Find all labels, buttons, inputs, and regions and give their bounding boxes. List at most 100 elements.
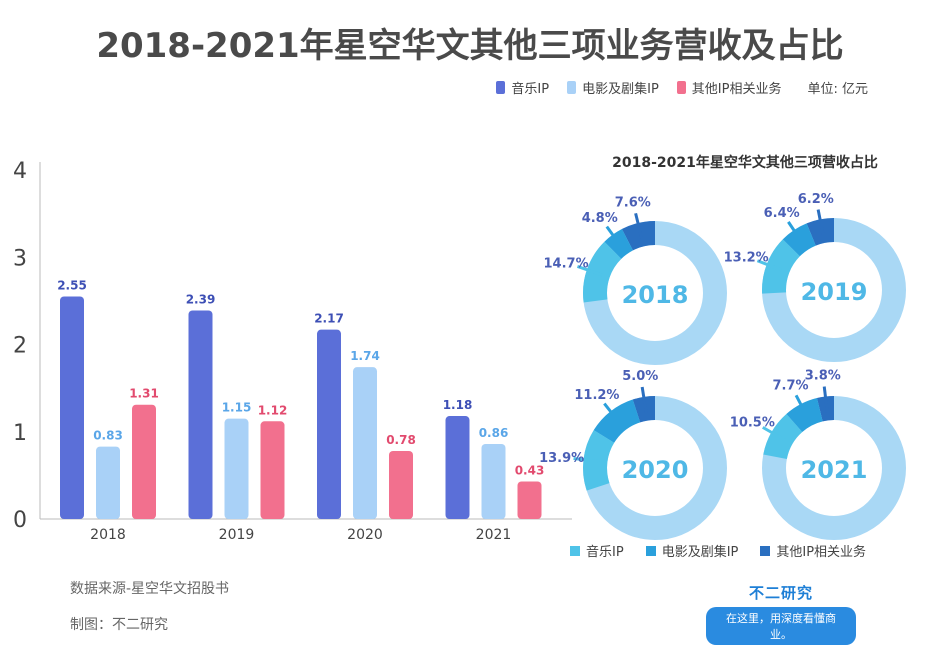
bar-2018-0 — [60, 296, 84, 519]
donut-segment-other — [806, 218, 835, 246]
bar-value-label: 1.18 — [443, 398, 473, 412]
legend-label-music: 音乐IP — [511, 82, 550, 97]
bar-2020-0 — [317, 329, 341, 519]
bar-2021-0 — [445, 416, 470, 519]
donut-segment-music — [763, 413, 803, 460]
donut-segment-music — [762, 239, 801, 294]
donut-remainder-ring — [762, 396, 906, 540]
donut-segment-film — [782, 223, 817, 257]
leader-line-other — [816, 209, 825, 236]
donut-pct-label-music: 10.5% — [730, 415, 775, 430]
donut-legend-item-music: 音乐IP — [570, 541, 624, 560]
legend-item-music: 音乐IP — [496, 78, 549, 97]
donut-legend-swatch-other — [760, 545, 771, 556]
bar-value-label: 2.55 — [57, 279, 87, 293]
leader-line-other — [634, 212, 644, 239]
donut-pct-label-other: 6.2% — [798, 192, 834, 207]
chart-title: 2018-2021年星空华文其他三项业务营收及占比 — [96, 26, 844, 66]
bar-legend: 音乐IP 电影及剧集IP 其他IP相关业务 单位: 亿元 — [496, 78, 868, 97]
bar-value-label: 1.31 — [129, 387, 159, 401]
legend-item-other: 其他IP相关业务 — [676, 78, 782, 97]
bar-value-label: 0.86 — [479, 426, 509, 440]
bar-2018-1 — [96, 446, 120, 519]
donut-legend-swatch-music — [570, 545, 580, 556]
brand-badge: 不二研究 在这里，用深度看懂商业。 — [706, 582, 856, 645]
donut-legend-label-music: 音乐IP — [586, 545, 624, 560]
leader-line-music — [762, 426, 787, 442]
data-source: 数据来源-星空华文招股书 — [70, 581, 230, 597]
donut-pct-label-music: 13.2% — [724, 250, 769, 265]
donut-legend-label-film: 电影及剧集IP — [661, 545, 739, 560]
brand-slogan: 在这里，用深度看懂商业。 — [706, 607, 856, 645]
donut-2019: 2019 13.2% 6.4%6.2% — [724, 192, 906, 362]
donut-segment-other — [816, 396, 835, 422]
donut-legend: 音乐IP 电影及剧集IP 其他IP相关业务 — [570, 541, 866, 560]
bar-value-label: 0.78 — [386, 433, 416, 447]
donut-remainder-ring — [583, 221, 727, 365]
bar-2021-1 — [481, 443, 506, 519]
donut-segment-other — [621, 221, 656, 251]
x-tick-label: 2019 — [219, 527, 255, 543]
y-tick-label: 4 — [13, 159, 27, 184]
bar-2019-2 — [260, 421, 285, 519]
bar-value-label: 0.43 — [515, 463, 545, 477]
donut-pct-label-film: 7.7% — [773, 379, 809, 394]
donut-legend-label-other: 其他IP相关业务 — [776, 545, 867, 560]
donut-legend-swatch-film — [645, 545, 656, 556]
bar-2018-2 — [132, 404, 156, 519]
leader-line-film — [794, 394, 810, 420]
x-tick-label: 2018 — [90, 527, 126, 543]
leader-line-film — [603, 402, 622, 425]
legend-item-film: 电影及剧集IP — [567, 78, 659, 97]
legend-swatch-film — [567, 81, 577, 94]
bar-value-label: 2.17 — [314, 312, 344, 326]
unit-label: 单位: 亿元 — [807, 82, 868, 97]
brand-name: 不二研究 — [748, 584, 813, 602]
bar-2020-1 — [353, 367, 377, 519]
bar-2019-0 — [188, 310, 213, 519]
legend-label-film: 电影及剧集IP — [582, 82, 659, 97]
legend-swatch-other — [676, 81, 686, 94]
x-tick-label: 2020 — [347, 527, 383, 543]
leader-line-other — [822, 386, 829, 413]
donut-year-label: 2019 — [801, 278, 868, 306]
donut-legend-item-film: 电影及剧集IP — [645, 541, 739, 560]
bar-value-label: 1.12 — [258, 403, 288, 417]
donut-year-label: 2021 — [801, 456, 868, 484]
donut-year-label: 2020 — [622, 456, 689, 484]
donut-year-label: 2018 — [622, 281, 689, 309]
donut-pct-label-other: 5.0% — [622, 369, 658, 384]
donut-remainder-ring — [583, 396, 727, 540]
y-tick-label: 2 — [13, 334, 27, 359]
chart-maker: 制图：不二研究 — [70, 617, 168, 633]
donut-segment-other — [632, 396, 656, 423]
bar-value-label: 0.83 — [93, 429, 123, 443]
bar-2021-2 — [517, 481, 542, 519]
donut-segment-film — [786, 398, 824, 433]
y-tick-label: 0 — [13, 508, 27, 533]
leader-line-film — [605, 225, 624, 249]
legend-label-other: 其他IP相关业务 — [691, 82, 782, 97]
y-tick-label: 1 — [13, 421, 27, 446]
bar-2020-2 — [389, 450, 413, 519]
leader-line-other — [640, 386, 648, 413]
donut-remainder-ring — [762, 218, 906, 362]
bar-value-label: 1.74 — [350, 349, 380, 363]
donut-section-title: 2018-2021年星空华文其他三项营收占比 — [612, 155, 878, 171]
bar-2019-1 — [224, 418, 249, 519]
x-tick-label: 2021 — [476, 527, 512, 543]
donut-pct-label-other: 7.6% — [615, 196, 651, 211]
bar-value-label: 2.39 — [186, 292, 216, 306]
donut-legend-item-other: 其他IP相关业务 — [760, 541, 866, 560]
legend-swatch-music — [496, 81, 506, 94]
leader-line-film — [787, 221, 805, 245]
donut-segment-film — [593, 399, 641, 444]
bar-chart: 0 1 2 3 4 2.55 0.83 1.31 2018 2.39 1.15 1.12 2019 2.1… — [13, 159, 572, 543]
donut-pct-label-other: 3.8% — [805, 369, 841, 384]
bar-value-label: 1.15 — [222, 401, 252, 415]
donut-segment-film — [604, 229, 634, 260]
donut-2021: 2021 10.5% 7.7%3.8% — [730, 369, 906, 540]
leader-line-music — [756, 259, 783, 272]
y-tick-label: 3 — [13, 246, 27, 271]
donut-pct-label-film: 6.4% — [764, 206, 800, 221]
